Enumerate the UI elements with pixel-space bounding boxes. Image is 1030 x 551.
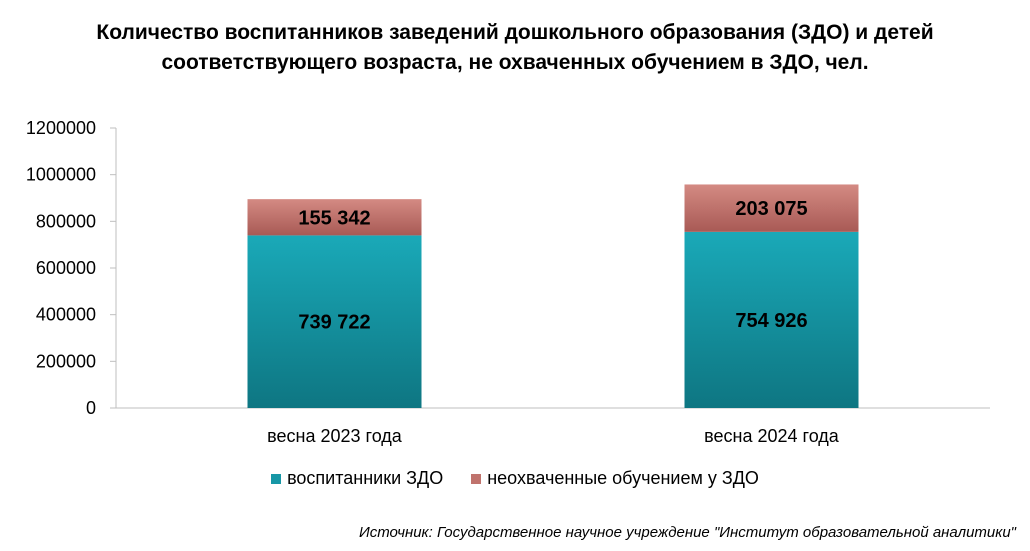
legend-label-not-covered: неохваченные обучением у ЗДО xyxy=(487,468,759,488)
x-category-label: весна 2024 года xyxy=(704,426,840,446)
y-tick-label: 400000 xyxy=(36,305,96,325)
chart-title: Количество воспитанников заведений дошко… xyxy=(0,18,1030,78)
legend-swatch-not-covered xyxy=(471,473,482,484)
bar-segment-not-covered xyxy=(247,199,422,236)
bar-segment-not-covered xyxy=(684,184,859,232)
legend-label-enrolled: воспитанники ЗДО xyxy=(287,468,444,488)
data-label: 739 722 xyxy=(298,312,370,334)
data-label: 203 075 xyxy=(735,198,807,220)
bar-segment-enrolled xyxy=(684,231,859,408)
y-tick-label: 200000 xyxy=(36,351,96,371)
legend-swatch-enrolled xyxy=(271,473,282,484)
chart-title-line-1: Количество воспитанников заведений дошко… xyxy=(96,21,934,44)
data-label: 155 342 xyxy=(298,207,370,229)
y-tick-label: 600000 xyxy=(36,258,96,278)
source-note: Источник: Государственное научное учрежд… xyxy=(358,524,1016,541)
chart-title-line-2: соответствующего возраста, не охваченных… xyxy=(161,51,869,74)
y-tick-label: 0 xyxy=(86,398,96,418)
bar-segment-enrolled xyxy=(247,235,422,408)
x-category-label: весна 2023 года xyxy=(267,426,403,446)
y-tick-label: 1000000 xyxy=(26,165,96,185)
y-tick-label: 800000 xyxy=(36,211,96,231)
legend-item-enrolled: воспитанники ЗДО xyxy=(271,468,443,489)
y-tick-label: 1200000 xyxy=(26,118,96,138)
data-label: 754 926 xyxy=(735,310,807,332)
legend: воспитанники ЗДО неохваченные обучением … xyxy=(0,468,1030,489)
legend-item-not-covered: неохваченные обучением у ЗДО xyxy=(471,468,759,489)
